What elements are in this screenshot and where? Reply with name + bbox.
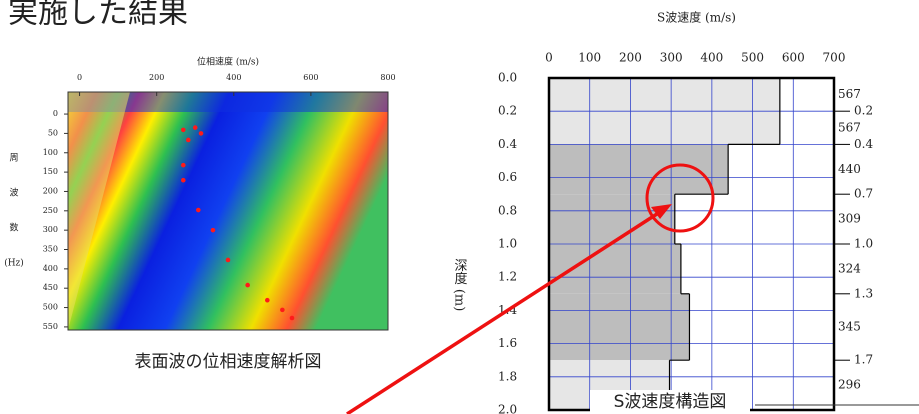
x-tick-label: 0: [77, 73, 82, 82]
x-tick-label: 100: [578, 51, 601, 65]
velocity-label: 440: [838, 162, 861, 176]
boundary-label: 0.7: [854, 187, 873, 201]
phase-velocity-chart: 位相速度 (m/s) 0 200 400 600 800 0 50 100 150 200 250 30…: [4, 56, 395, 373]
data-point: [185, 137, 191, 143]
y-tick-label: 500: [43, 303, 58, 312]
y-tick-label: 150: [43, 167, 58, 176]
y-tick-label: 200: [43, 186, 58, 195]
data-point: [265, 297, 270, 303]
y-tick-label: 50: [48, 128, 58, 137]
y-axis-title: 周: [9, 153, 18, 164]
data-point: [180, 127, 186, 133]
arrow-head: [651, 204, 672, 219]
y-tick-label: 0: [53, 109, 58, 118]
x-tick-label: 200: [149, 73, 164, 82]
y-tick-label: 1.0: [498, 237, 517, 251]
x-tick-label: 400: [226, 73, 241, 82]
y-tick-label: 400: [43, 264, 58, 273]
y-tick-label: 100: [43, 148, 58, 157]
layer-fill: [549, 111, 780, 145]
heatmap-noise: [68, 92, 130, 330]
velocity-label: 324: [838, 261, 861, 275]
data-point: [245, 282, 250, 288]
boundary-label: 1.3: [854, 286, 873, 300]
data-point: [210, 227, 216, 233]
y-tick-label: 1.2: [498, 270, 517, 284]
heatmap-image: [68, 92, 388, 330]
y-tick-label: 1.8: [498, 369, 517, 383]
x-axis-title: 位相速度 (m/s): [197, 56, 259, 68]
x-tick-label: 400: [700, 51, 723, 65]
x-tick-label: 800: [380, 73, 395, 82]
layer-fill: [549, 144, 729, 195]
annotations: [346, 163, 919, 414]
y-axis-title: 数: [9, 222, 18, 234]
y-tick-label: 2.0: [498, 403, 517, 414]
data-point: [198, 131, 204, 136]
y-tick-label: 0.6: [498, 170, 517, 184]
chart-caption: 表面波の位相速度解析図: [135, 352, 322, 372]
y-tick-label: 0.2: [498, 104, 517, 118]
x-tick-label: 300: [660, 51, 683, 65]
x-tick-label: 600: [303, 73, 318, 82]
x-tick-label: 0: [545, 51, 553, 65]
velocity-label: 296: [838, 378, 861, 392]
x-tick-label: 500: [741, 51, 764, 65]
y-axis-title: 波: [9, 187, 18, 199]
data-point: [192, 125, 198, 130]
boundary-label: 1.0: [854, 237, 873, 251]
data-point: [225, 257, 231, 263]
layer-fill: [549, 293, 690, 361]
y-tick-label: 350: [43, 245, 58, 254]
y-tick-label: 250: [43, 206, 58, 215]
highlight-circle: [645, 163, 715, 233]
data-point: [196, 207, 201, 213]
data-point: [289, 315, 295, 321]
boundary-label: 0.2: [854, 104, 873, 118]
y-axis-title: 深度 (m): [452, 259, 468, 312]
x-tick-label: 700: [823, 51, 846, 65]
x-tick-label: 600: [782, 51, 805, 65]
chart-caption: S波速度構造図: [614, 392, 727, 412]
velocity-label: 567: [838, 87, 861, 101]
y-tick-label: 0.4: [498, 137, 517, 151]
boundary-label: 1.7: [854, 353, 873, 367]
layer-fill: [549, 78, 780, 112]
slide-title: 実施した結果: [8, 0, 188, 31]
boundary-label: 0.4: [854, 137, 873, 151]
velocity-label: 345: [838, 320, 861, 334]
y-tick-label: 550: [43, 322, 58, 331]
velocity-label: 567: [838, 120, 861, 134]
velocity-label: 309: [838, 212, 861, 226]
y-tick-label: 0.8: [498, 203, 517, 217]
y-tick-label: 450: [43, 283, 58, 292]
y-axis-title: (Hz): [4, 258, 24, 269]
y-tick-label: 1.6: [498, 336, 517, 350]
y-tick-label: 0.0: [498, 71, 517, 85]
y-tick-label: 300: [43, 225, 58, 234]
caption-bg: [590, 390, 750, 414]
data-point: [280, 307, 285, 313]
x-axis-title: S波速度 (m/s): [657, 10, 736, 25]
heatmap-band: [68, 92, 388, 112]
arrow-line: [346, 210, 661, 414]
data-point: [180, 177, 186, 183]
data-point: [180, 162, 186, 168]
x-tick-label: 200: [619, 51, 642, 65]
